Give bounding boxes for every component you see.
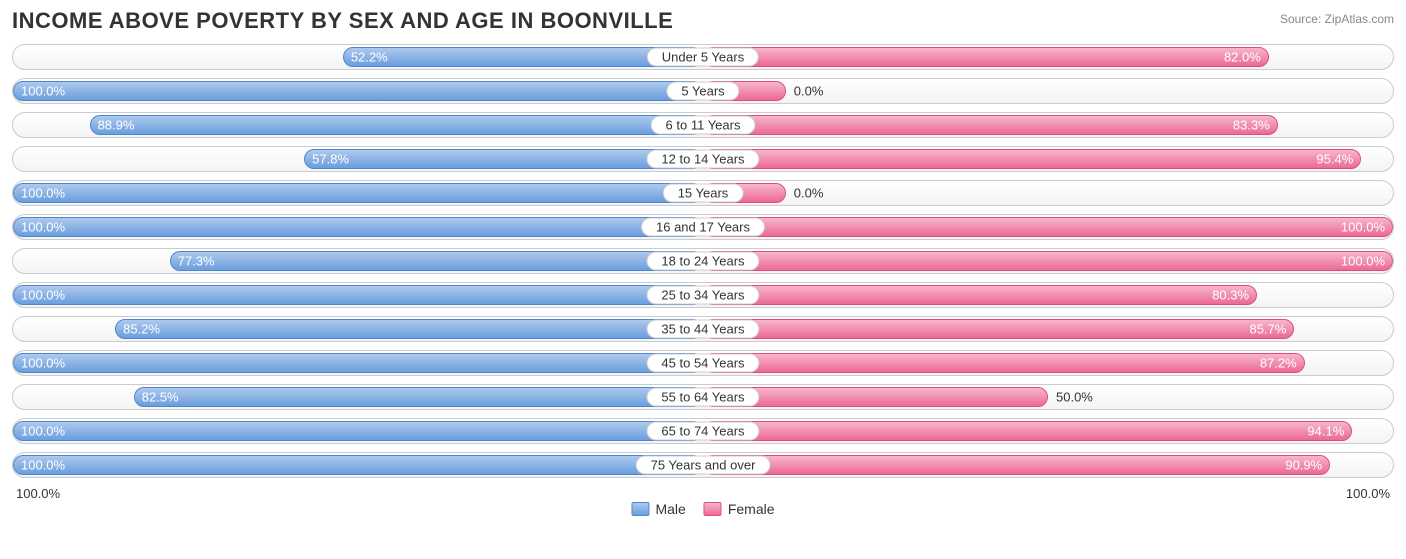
male-bar (13, 183, 703, 203)
male-value-label: 82.5% (142, 390, 179, 405)
female-value-label: 94.1% (1307, 424, 1344, 439)
chart-row: 85.2% 85.7% 35 to 44 Years (12, 316, 1394, 342)
male-value-label: 85.2% (123, 322, 160, 337)
male-value-label: 100.0% (21, 186, 65, 201)
male-bar (134, 387, 703, 407)
female-value-label: 80.3% (1212, 288, 1249, 303)
male-value-label: 77.3% (178, 254, 215, 269)
category-label: 18 to 24 Years (646, 252, 759, 271)
category-label: 6 to 11 Years (651, 116, 756, 135)
chart-row: 88.9% 83.3% 6 to 11 Years (12, 112, 1394, 138)
male-bar (13, 285, 703, 305)
chart-title: INCOME ABOVE POVERTY BY SEX AND AGE IN B… (12, 8, 673, 34)
female-bar (703, 319, 1294, 339)
chart-row: 100.0% 87.2% 45 to 54 Years (12, 350, 1394, 376)
female-value-label: 82.0% (1224, 50, 1261, 65)
category-label: 15 Years (663, 184, 744, 203)
male-value-label: 57.8% (312, 152, 349, 167)
legend-male-label: Male (655, 501, 685, 517)
female-value-label: 85.7% (1249, 322, 1286, 337)
category-label: Under 5 Years (647, 48, 759, 67)
female-bar (703, 353, 1305, 373)
male-value-label: 100.0% (21, 356, 65, 371)
male-bar (13, 217, 703, 237)
female-bar (703, 285, 1257, 305)
female-bar (703, 455, 1330, 475)
male-value-label: 100.0% (21, 288, 65, 303)
diverging-bar-chart: 52.2% 82.0% Under 5 Years 100.0% 0.0% 5 Years… (12, 44, 1394, 478)
female-value-label: 90.9% (1285, 458, 1322, 473)
female-value-label: 87.2% (1260, 356, 1297, 371)
male-value-label: 100.0% (21, 220, 65, 235)
chart-row: 100.0% 0.0% 5 Years (12, 78, 1394, 104)
male-bar (170, 251, 703, 271)
chart-row: 100.0% 80.3% 25 to 34 Years (12, 282, 1394, 308)
category-label: 55 to 64 Years (646, 388, 759, 407)
axis-left-label: 100.0% (16, 486, 60, 501)
male-value-label: 100.0% (21, 84, 65, 99)
male-bar (304, 149, 703, 169)
male-bar (13, 455, 703, 475)
female-bar (703, 47, 1269, 67)
chart-row: 57.8% 95.4% 12 to 14 Years (12, 146, 1394, 172)
male-value-label: 52.2% (351, 50, 388, 65)
male-bar (115, 319, 703, 339)
category-label: 45 to 54 Years (646, 354, 759, 373)
male-value-label: 100.0% (21, 458, 65, 473)
legend-male: Male (631, 501, 685, 517)
female-bar (703, 421, 1352, 441)
male-value-label: 100.0% (21, 424, 65, 439)
legend: Male Female (631, 501, 774, 517)
female-value-label: 50.0% (1056, 390, 1093, 405)
axis-right-label: 100.0% (1346, 486, 1390, 501)
legend-male-swatch (631, 502, 649, 516)
male-bar (90, 115, 703, 135)
category-label: 5 Years (666, 82, 739, 101)
chart-source: Source: ZipAtlas.com (1280, 8, 1394, 26)
male-bar (13, 421, 703, 441)
category-label: 12 to 14 Years (646, 150, 759, 169)
male-bar (13, 353, 703, 373)
male-value-label: 88.9% (98, 118, 135, 133)
legend-female-label: Female (728, 501, 775, 517)
chart-row: 77.3% 100.0% 18 to 24 Years (12, 248, 1394, 274)
female-bar (703, 251, 1393, 271)
female-value-label: 0.0% (794, 84, 824, 99)
category-label: 75 Years and over (636, 456, 771, 475)
legend-female: Female (704, 501, 775, 517)
chart-row: 52.2% 82.0% Under 5 Years (12, 44, 1394, 70)
category-label: 65 to 74 Years (646, 422, 759, 441)
female-bar (703, 149, 1361, 169)
female-value-label: 100.0% (1341, 254, 1385, 269)
male-bar (13, 81, 703, 101)
chart-row: 82.5% 50.0% 55 to 64 Years (12, 384, 1394, 410)
category-label: 16 and 17 Years (641, 218, 765, 237)
female-bar (703, 217, 1393, 237)
chart-row: 100.0% 94.1% 65 to 74 Years (12, 418, 1394, 444)
female-bar (703, 115, 1278, 135)
category-label: 35 to 44 Years (646, 320, 759, 339)
legend-female-swatch (704, 502, 722, 516)
female-value-label: 83.3% (1233, 118, 1270, 133)
chart-row: 100.0% 0.0% 15 Years (12, 180, 1394, 206)
category-label: 25 to 34 Years (646, 286, 759, 305)
female-value-label: 0.0% (794, 186, 824, 201)
chart-row: 100.0% 90.9% 75 Years and over (12, 452, 1394, 478)
chart-row: 100.0% 100.0% 16 and 17 Years (12, 214, 1394, 240)
female-value-label: 95.4% (1316, 152, 1353, 167)
female-value-label: 100.0% (1341, 220, 1385, 235)
